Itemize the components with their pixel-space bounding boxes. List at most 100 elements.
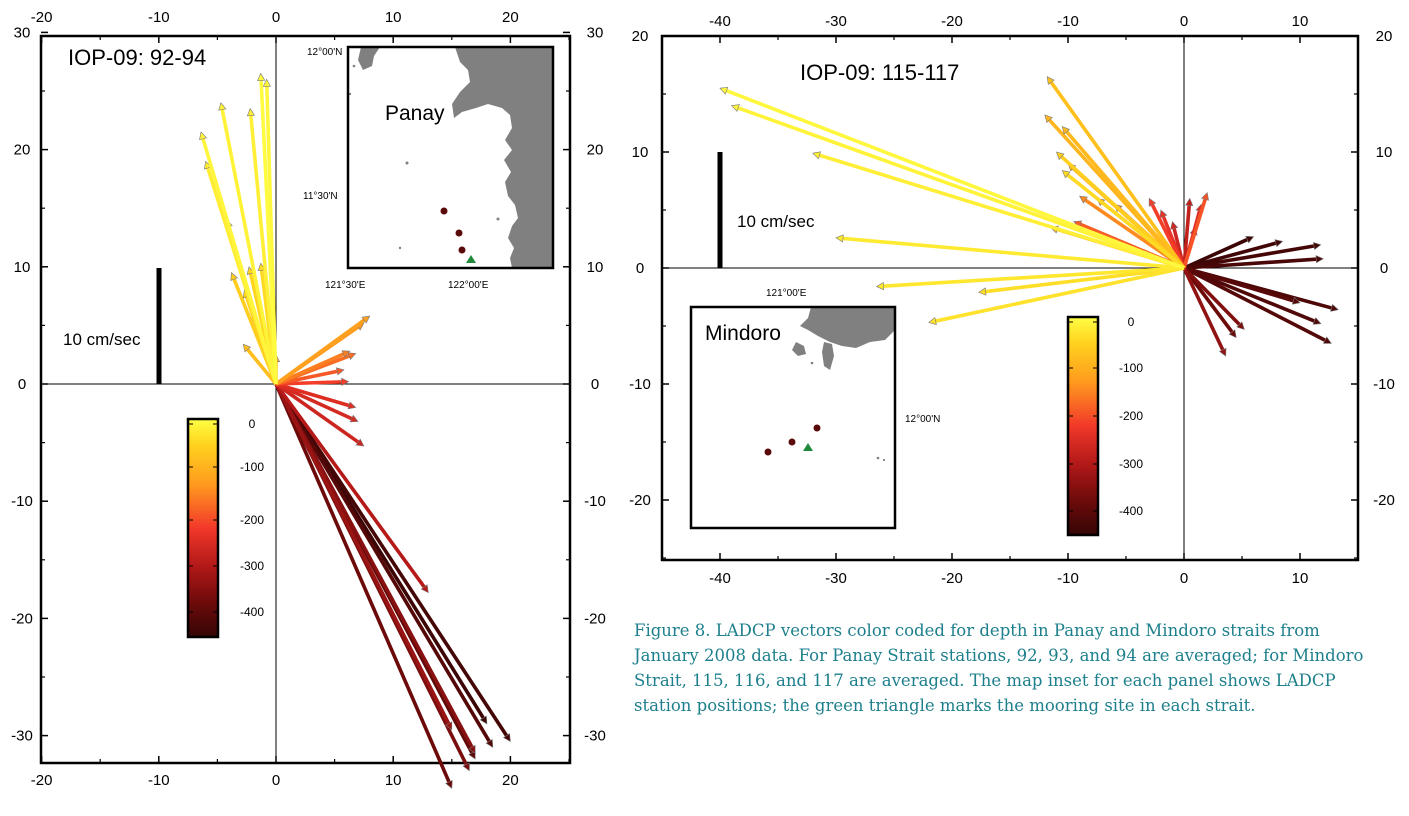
vector-arrowhead — [242, 343, 251, 353]
vector-shaft — [274, 383, 451, 725]
x-tick-label-bottom: -30 — [825, 570, 847, 587]
vector-arrowhead — [420, 584, 429, 594]
mindoro-title: IOP-09: 115-117 — [800, 60, 959, 85]
panay-mooring-triangle — [466, 255, 476, 263]
vector-arrowhead — [341, 377, 350, 386]
vector-shaft — [725, 89, 1185, 270]
vector-arrowhead — [257, 72, 266, 81]
vector-shaft — [220, 109, 278, 385]
vector-arrowhead — [1055, 151, 1065, 160]
x-tick-label-top: 20 — [502, 9, 519, 26]
y-tick-label-left: -30 — [11, 728, 33, 745]
panay-north-islet — [358, 47, 380, 70]
vector-arrowhead — [444, 721, 453, 731]
vector-shaft — [883, 266, 1185, 288]
vector-arrowhead — [485, 738, 494, 748]
x-tick-label-bottom: 0 — [272, 772, 280, 789]
vector-shaft — [737, 106, 1185, 270]
vector-shaft — [818, 153, 1185, 270]
y-tick-label-right: 10 — [587, 259, 604, 276]
x-tick-label-top: 10 — [1292, 13, 1309, 30]
panay-coast-rock — [405, 161, 409, 165]
vector-shaft — [275, 382, 350, 408]
panay-colorbar-gradient — [186, 417, 220, 639]
panay-coast-rock — [398, 246, 402, 250]
vector-arrowhead — [928, 316, 937, 325]
x-tick-label-bottom: 20 — [502, 772, 519, 789]
panay-inset-map: Panay 12°00'N 11°30'N 121°30'E 122°00'E — [303, 45, 555, 291]
vector-arrowhead — [1245, 235, 1255, 244]
vector-arrowhead — [1148, 197, 1157, 207]
vector-arrowhead — [361, 315, 371, 324]
mindoro-station-dot — [813, 424, 821, 432]
mindoro-station-dot — [788, 438, 796, 446]
vector-shaft — [1049, 81, 1186, 270]
panay-lon-label-west: 121°30'E — [325, 280, 366, 291]
y-tick-label-left: -20 — [11, 610, 33, 627]
vector-arrowhead — [812, 151, 821, 160]
vector-shaft — [1150, 203, 1186, 269]
vector-shaft — [274, 382, 426, 589]
y-tick-label-right: -20 — [584, 610, 606, 627]
vector-arrowhead — [502, 733, 511, 743]
panay-coast-rock — [348, 92, 352, 96]
x-tick-label-bottom: -10 — [1057, 570, 1079, 587]
vector-arrowhead — [218, 102, 227, 111]
vector-arrowhead — [1061, 170, 1071, 179]
x-tick-label-bottom: 0 — [1180, 570, 1188, 587]
vector-arrowhead — [199, 131, 207, 141]
vector-shaft — [842, 236, 1185, 270]
x-tick-label-bottom: 10 — [1292, 570, 1309, 587]
vector-arrowhead — [1046, 76, 1055, 85]
x-tick-label-bottom: -10 — [148, 772, 170, 789]
y-tick-label-right: 10 — [1376, 144, 1393, 161]
mindoro-lon-label: 121°00'E — [766, 288, 807, 299]
vector-shaft — [274, 383, 491, 743]
vector-arrowhead — [1315, 255, 1324, 264]
x-tick-label-top: -20 — [31, 9, 53, 26]
mindoro-rock — [810, 361, 814, 365]
y-tick-label-left: 20 — [14, 142, 31, 159]
y-tick-label-right: -30 — [584, 728, 606, 745]
vector-shaft — [246, 348, 278, 386]
panay-scale-label: 10 cm/sec — [63, 330, 141, 349]
x-tick-label-top: -40 — [709, 13, 731, 30]
vector-shaft — [1183, 257, 1317, 270]
vector-arrowhead — [462, 762, 470, 772]
x-tick-label-bottom: -20 — [941, 570, 963, 587]
vector-shaft — [1065, 130, 1186, 270]
panay-island-shape — [452, 47, 553, 268]
vector-arrowhead — [719, 87, 729, 95]
vector-shaft — [1182, 267, 1225, 351]
vector-arrowhead — [1201, 191, 1209, 201]
panay-station-dot — [440, 207, 448, 215]
x-tick-label-bottom: -40 — [709, 570, 731, 587]
colorbar-tick-label: 0 — [1128, 315, 1135, 329]
vector-arrowhead — [1061, 125, 1071, 135]
vector-arrowhead — [445, 780, 453, 789]
vector-arrowhead — [335, 367, 345, 376]
mindoro-islet — [822, 342, 834, 370]
colorbar-tick-label: -400 — [1119, 504, 1143, 518]
panay-plot-frame — [39, 34, 572, 765]
y-tick-label-right: -10 — [1373, 376, 1395, 393]
vector-arrowhead — [246, 107, 255, 117]
vector-shaft — [1182, 266, 1241, 326]
y-tick-label-left: 30 — [14, 24, 31, 41]
y-tick-label-left: -10 — [11, 493, 33, 510]
vector-arrowhead — [1218, 347, 1227, 357]
vector-shaft — [1183, 237, 1248, 270]
mindoro-lat-label: 12°00'N — [905, 414, 940, 425]
vector-shaft — [1183, 244, 1315, 270]
vector-shaft — [1182, 205, 1192, 269]
mindoro-islet — [792, 342, 806, 356]
x-tick-label-top: 0 — [272, 9, 280, 26]
vector-shaft — [274, 382, 360, 444]
mindoro-island-shape — [800, 307, 895, 348]
vector-arrowhead — [1236, 321, 1245, 330]
panay-title: IOP-09: 92-94 — [68, 45, 206, 70]
y-tick-label-right: -10 — [584, 493, 606, 510]
vector-shaft — [275, 380, 342, 386]
